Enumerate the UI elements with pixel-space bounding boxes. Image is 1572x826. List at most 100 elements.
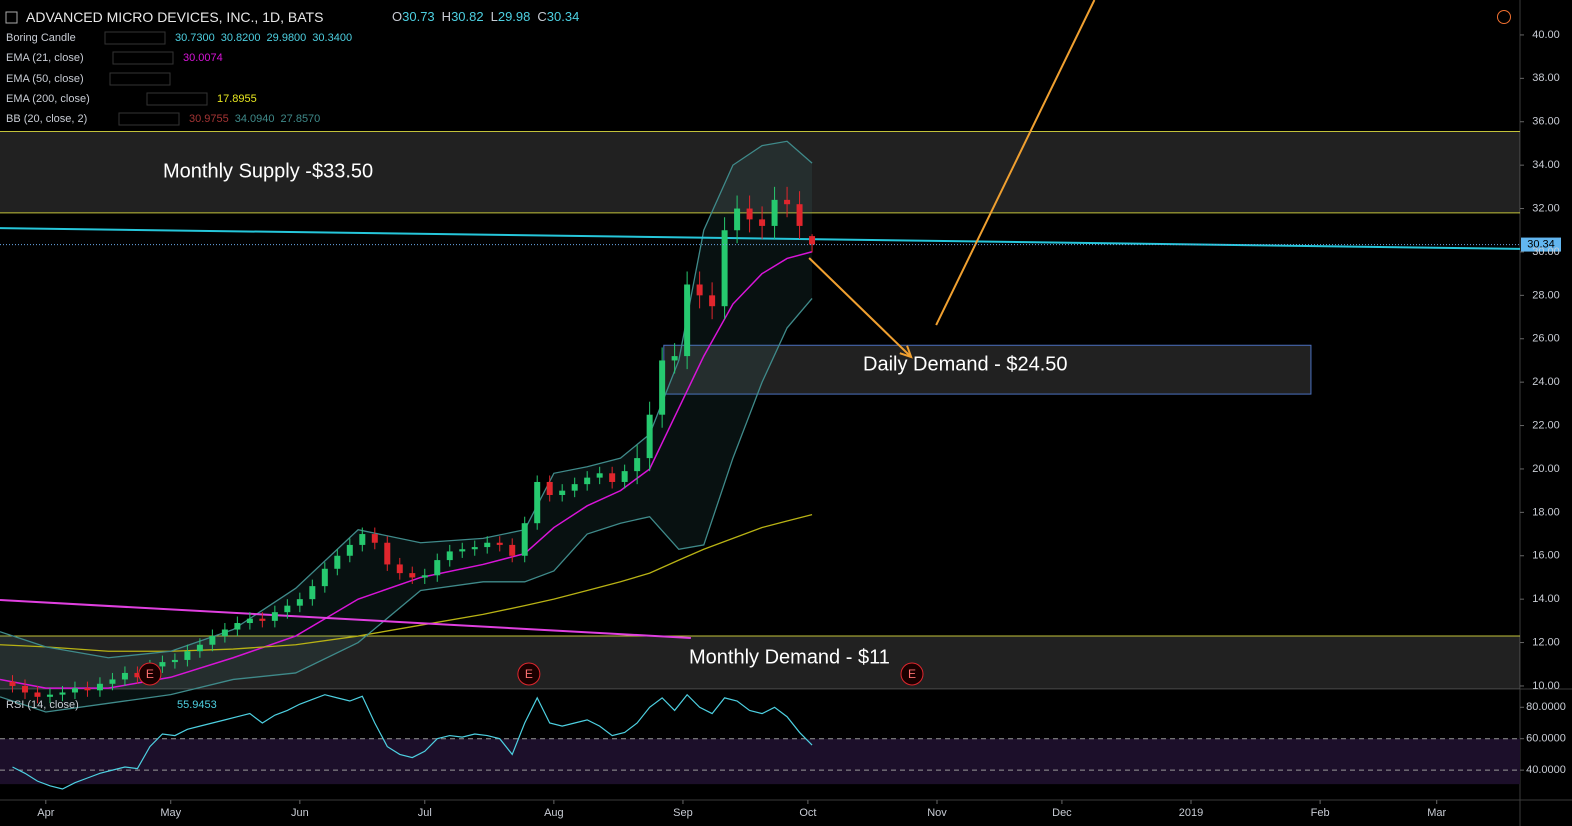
candle-body	[384, 542, 391, 565]
x-tick-label: Mar	[1427, 807, 1446, 819]
ohlc-value: 30.34	[547, 9, 580, 24]
candle-body	[421, 575, 428, 578]
candle-body	[284, 605, 291, 613]
y-tick-label: 10.00	[1532, 680, 1560, 692]
earnings-marker[interactable]	[517, 662, 541, 686]
legend-controls[interactable]	[118, 112, 180, 126]
candle-body	[446, 551, 453, 561]
candle-body	[734, 208, 741, 231]
candle-body	[646, 414, 653, 459]
legend-value: 34.0940	[235, 113, 275, 125]
zone	[0, 636, 1520, 689]
zone-label: Monthly Demand - $11	[689, 646, 890, 668]
candle-body	[59, 692, 66, 695]
legend-value: 29.9800	[267, 32, 307, 44]
candle-body	[634, 458, 641, 472]
candle-body	[71, 688, 78, 693]
x-tick-label: May	[160, 807, 181, 819]
candle-body	[471, 547, 478, 550]
candle-body	[209, 636, 216, 645]
candle-body	[396, 564, 403, 574]
zone-label: Daily Demand - $24.50	[863, 353, 1068, 375]
candle-body	[796, 204, 803, 226]
legend-value: 30.0074	[183, 52, 223, 64]
x-tick-label: Aug	[544, 807, 564, 819]
candle-body	[559, 490, 566, 495]
x-tick-label: 2019	[1179, 807, 1203, 819]
x-tick-label: Oct	[799, 807, 816, 819]
candle-body	[346, 544, 353, 556]
earnings-marker[interactable]	[900, 662, 924, 686]
rsi-value: 55.9453	[177, 699, 217, 711]
title-text: ADVANCED MICRO DEVICES, INC., 1D, BATS	[26, 9, 323, 25]
legend-value: 27.8570	[281, 113, 321, 125]
chart-title: ADVANCED MICRO DEVICES, INC., 1D, BATS	[26, 9, 323, 25]
y-tick-label: 20.00	[1532, 463, 1560, 475]
y-tick-label: 36.00	[1532, 116, 1560, 128]
alert-icon[interactable]	[1497, 10, 1511, 24]
candle-body	[696, 284, 703, 296]
x-tick-label: Nov	[927, 807, 947, 819]
x-tick-label: Jul	[418, 807, 432, 819]
candle-body	[121, 672, 128, 680]
earnings-marker[interactable]	[138, 662, 162, 686]
legend-controls[interactable]	[109, 72, 171, 86]
ohlc-letter: H	[442, 9, 451, 24]
y-tick-label: 28.00	[1532, 289, 1560, 301]
candle-body	[496, 542, 503, 545]
candle-body	[34, 692, 41, 697]
candle-body	[746, 208, 753, 220]
legend-values: 30.9755 34.0940 27.8570	[189, 113, 320, 125]
candle-body	[459, 549, 466, 552]
legend-name: EMA (200, close)	[6, 93, 90, 105]
earnings-label: E	[146, 667, 154, 681]
candle-body	[9, 681, 16, 686]
candle-body	[659, 360, 666, 415]
candle-body	[321, 568, 328, 587]
legend-name: Boring Candle	[6, 32, 76, 44]
candle-body	[609, 473, 616, 482]
ohlc-letter: O	[392, 9, 402, 24]
legend-value: 17.8955	[217, 93, 257, 105]
trendline	[808, 257, 912, 358]
candle-body	[671, 356, 678, 361]
trendline	[0, 227, 1521, 250]
ohlc-letter: C	[537, 9, 546, 24]
y-tick-label: 26.00	[1532, 333, 1560, 345]
candle-body	[309, 586, 316, 600]
candle-body	[596, 473, 603, 478]
rsi-tick-label: 60.0000	[1526, 733, 1566, 745]
earnings-label: E	[908, 667, 916, 681]
ohlc-value: 30.73	[402, 9, 435, 24]
candle-body	[271, 612, 278, 621]
candle-body	[21, 685, 28, 693]
legend-controls[interactable]	[104, 31, 166, 45]
candle-body	[184, 651, 191, 660]
indicator-line	[0, 298, 813, 713]
zone	[663, 344, 1312, 395]
candle-body	[721, 230, 728, 307]
legend-value: 30.8200	[221, 32, 261, 44]
y-tick-label: 22.00	[1532, 419, 1560, 431]
trendline	[0, 599, 691, 640]
y-tick-label: 16.00	[1532, 550, 1560, 562]
candle-body	[371, 534, 378, 543]
candle-body	[234, 623, 241, 630]
last-price-label: 30.34	[1527, 238, 1555, 250]
legend-controls[interactable]	[112, 51, 174, 65]
rsi-tick-label: 80.0000	[1526, 701, 1566, 713]
trendline	[935, 0, 1096, 326]
candle-body	[96, 683, 103, 691]
y-tick-label: 32.00	[1532, 202, 1560, 214]
collapse-icon[interactable]	[5, 11, 18, 24]
candle-body	[259, 618, 266, 621]
arrow-head	[899, 345, 913, 359]
candle-body	[296, 599, 303, 606]
rsi-line	[12, 693, 813, 790]
legend-controls[interactable]	[146, 92, 208, 106]
candle-body	[409, 573, 416, 578]
candle-body	[771, 199, 778, 226]
candle-body	[221, 629, 228, 637]
earnings-label: E	[525, 667, 533, 681]
